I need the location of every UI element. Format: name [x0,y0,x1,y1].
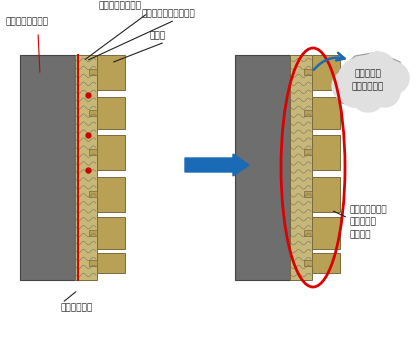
Text: 想定剥離界面: 想定剥離界面 [61,304,93,312]
Text: タイル張付けモルタル: タイル張付けモルタル [141,10,195,18]
Text: タイル: タイル [150,32,166,40]
Bar [312,97,340,129]
Bar [304,69,312,75]
Bar [290,55,312,280]
Text: 植え込まれた繊維: 植え込まれた繊維 [99,1,142,11]
Text: コンクリート躯体: コンクリート躯体 [5,17,48,27]
Bar [312,177,340,212]
Bar [304,260,312,266]
Bar [97,55,125,90]
Bar [304,110,312,116]
Bar [304,230,312,236]
Circle shape [351,78,385,112]
Circle shape [332,71,362,101]
Bar [89,191,97,197]
Bar [97,217,125,249]
Circle shape [340,79,368,107]
Bar [20,55,75,280]
Bar [304,149,312,155]
Bar [312,253,340,273]
Text: 外力により
剥離が生じる: 外力により 剥離が生じる [352,69,384,91]
Bar [75,55,97,280]
FancyArrow shape [185,154,249,176]
Bar [89,149,97,155]
Bar [89,260,97,266]
Bar [89,69,97,75]
Bar [97,253,125,273]
Bar [312,55,340,90]
Bar [89,230,97,236]
Bar [97,177,125,212]
Bar [97,97,125,129]
Polygon shape [338,52,406,108]
Bar [312,135,340,170]
Circle shape [338,58,382,102]
Bar [304,191,312,197]
Bar [97,135,125,170]
Circle shape [377,62,409,94]
Circle shape [360,52,396,88]
Text: 繊維のアンカー
効果による
剥落防止: 繊維のアンカー 効果による 剥落防止 [350,205,388,239]
Bar [312,217,340,249]
Bar [235,55,290,280]
Bar [89,110,97,116]
Circle shape [370,77,400,107]
